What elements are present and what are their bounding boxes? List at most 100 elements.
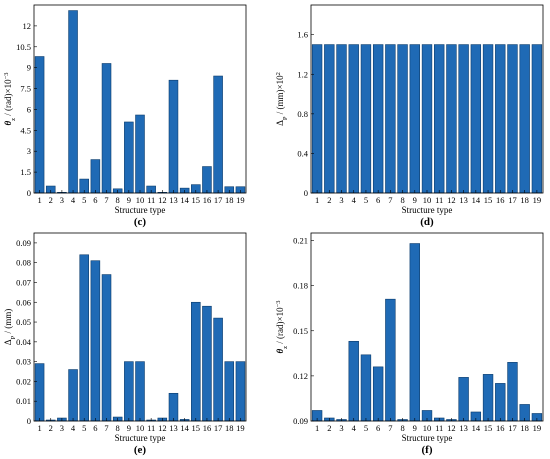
x-tick-label: 18 (225, 195, 234, 205)
bar-13 (168, 79, 179, 194)
bar-5 (79, 254, 89, 422)
x-tick-label: 6 (93, 423, 97, 433)
chart-panel-f: 1 2 3 4 5 6 7 8 9 10 11 12 13 14 15 16 17 18 190.090.120.1… (275, 232, 544, 456)
bar-4 (68, 10, 78, 194)
x-tick-label: 5 (364, 195, 368, 205)
x-tick-label: 12 (447, 195, 456, 205)
chart-panel-c: 1 2 3 4 5 6 7 8 9 10 11 12 13 14 15 16 17 18 1901.534.567.… (3, 4, 247, 228)
y-tick-label: 1.2 (297, 69, 308, 79)
panel-label: (f) (422, 444, 433, 456)
chart-panel-e: 1 2 3 4 5 6 7 8 9 10 11 12 13 14 15 16 17 18 1900.010.020.… (3, 232, 247, 456)
x-tick-label: 17 (508, 423, 517, 433)
y-tick-label: 1.5 (20, 167, 31, 177)
bar-16 (495, 383, 506, 422)
x-tick-label: 9 (127, 195, 131, 205)
x-tick-label: 7 (388, 195, 392, 205)
bar-16 (202, 166, 212, 194)
y-tick-label: 10.5 (16, 42, 31, 52)
x-tick-label: 17 (508, 195, 517, 205)
x-tick-label: 19 (533, 423, 542, 433)
y-tick-label: 0.06 (16, 297, 31, 307)
y-tick-label: 0.09 (293, 416, 308, 426)
y-tick-label: 0.09 (16, 238, 31, 248)
x-tick-label: 3 (339, 423, 343, 433)
x-tick-label: 15 (484, 423, 493, 433)
y-tick-label: 0.21 (293, 236, 308, 246)
bar-6 (90, 159, 101, 194)
bar-6 (372, 44, 384, 194)
x-tick-label: 19 (236, 423, 245, 433)
x-tick-label: 3 (60, 195, 64, 205)
y-tick-label: 9 (27, 63, 31, 73)
bar-1 (34, 56, 45, 194)
bar-9 (409, 44, 420, 194)
y-tick-label: 7.5 (20, 84, 31, 94)
panel-label: (c) (134, 216, 147, 228)
y-tick-label: 0.8 (297, 109, 308, 119)
bar-4 (348, 340, 359, 422)
x-tick-label: 2 (49, 423, 53, 433)
bar-9 (124, 121, 134, 194)
bar-3 (336, 44, 347, 194)
bar-14 (470, 44, 482, 194)
x-axis-label: Structure type (402, 433, 453, 443)
x-tick-label: 13 (459, 423, 468, 433)
y-tick-label: 0 (27, 416, 31, 426)
bar-10 (421, 44, 433, 194)
x-tick-label: 8 (116, 423, 120, 433)
bar-7 (101, 274, 112, 422)
x-tick-label: 18 (520, 423, 529, 433)
x-tick-label: 9 (413, 195, 417, 205)
bar-15 (482, 374, 494, 422)
bar-7 (385, 298, 396, 422)
bar-13 (458, 377, 469, 422)
x-tick-label: 1 (315, 195, 319, 205)
bar-19 (531, 44, 543, 194)
bar-13 (168, 392, 179, 422)
bar-7 (385, 44, 396, 194)
x-tick-label: 15 (192, 195, 201, 205)
y-tick-label: 12 (23, 21, 32, 31)
bar-17 (213, 75, 223, 194)
x-tick-label: 15 (484, 195, 493, 205)
bar-7 (101, 63, 112, 194)
y-tick-label: 6 (27, 104, 31, 114)
bar-16 (495, 44, 506, 194)
panel-label: (e) (134, 444, 147, 456)
bar-19 (235, 361, 246, 422)
x-tick-label: 4 (352, 195, 357, 205)
x-tick-label: 12 (447, 423, 456, 433)
y-tick-label: 0.03 (16, 357, 31, 367)
bar-17 (213, 317, 223, 422)
bar-5 (360, 354, 372, 422)
x-tick-label: 14 (180, 423, 189, 433)
x-tick-label: 4 (352, 423, 357, 433)
bar-17 (507, 44, 518, 194)
x-tick-label: 6 (93, 195, 97, 205)
x-tick-label: 11 (147, 195, 155, 205)
x-tick-label: 11 (435, 195, 443, 205)
x-tick-label: 16 (203, 423, 212, 433)
y-axis-label: ΔP / (mm) (3, 309, 17, 345)
bar-1 (34, 363, 45, 422)
bar-11 (434, 44, 445, 194)
bar-8 (397, 44, 408, 194)
x-tick-label: 8 (400, 423, 404, 433)
bar-10 (135, 114, 145, 194)
x-tick-label: 5 (82, 423, 86, 433)
x-tick-label: 10 (423, 423, 432, 433)
bar-16 (202, 305, 212, 422)
x-tick-label: 17 (214, 423, 223, 433)
x-axis-label: Structure type (402, 205, 453, 215)
y-axis-label: θz / (rad)×10−3 (275, 300, 289, 353)
y-axis-label: θz / (rad)×10−3 (3, 72, 17, 125)
x-tick-label: 10 (136, 423, 145, 433)
y-tick-label: 0.05 (16, 317, 31, 327)
y-tick-label: 0.4 (297, 148, 308, 158)
y-tick-label: 0.07 (16, 277, 31, 287)
x-tick-label: 12 (158, 423, 167, 433)
bar-4 (348, 44, 359, 194)
y-tick-label: 1.6 (297, 30, 308, 40)
bar-1 (311, 44, 323, 194)
